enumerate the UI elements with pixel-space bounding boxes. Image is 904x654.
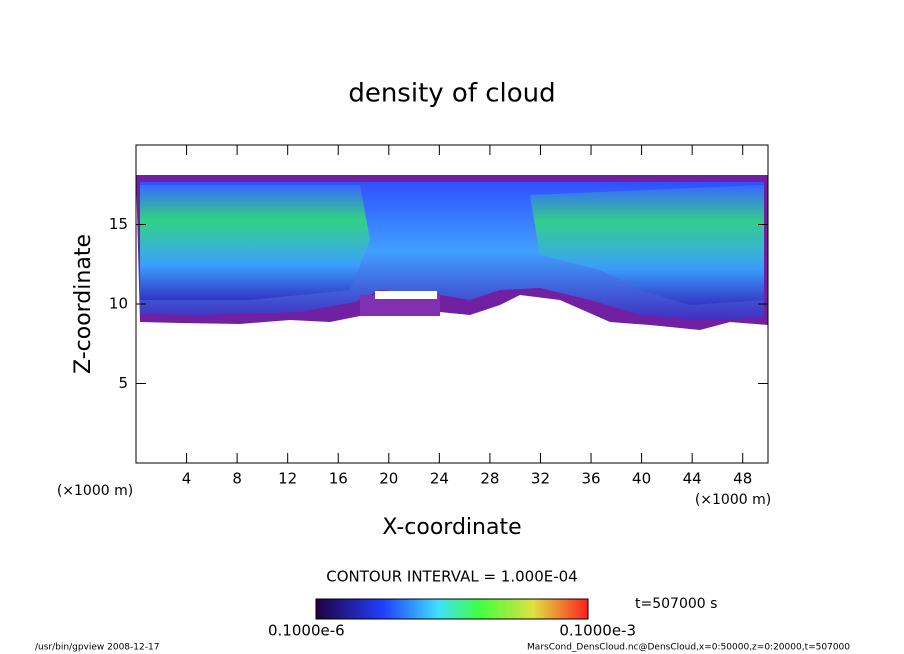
x-tick-label: 4 bbox=[182, 470, 192, 488]
y-unit: (×1000 m) bbox=[57, 483, 133, 499]
x-tick-label: 36 bbox=[581, 470, 600, 488]
x-tick-label: 16 bbox=[329, 470, 348, 488]
chart-title: density of cloud bbox=[348, 79, 555, 109]
x-tick-label: 28 bbox=[480, 470, 499, 488]
contour-interval: CONTOUR INTERVAL = 1.000E-04 bbox=[326, 568, 577, 586]
y-tick-label: 5 bbox=[118, 374, 128, 392]
x-tick-label: 32 bbox=[531, 470, 550, 488]
x-axis-label: X-coordinate bbox=[382, 515, 521, 540]
y-tick-label: 10 bbox=[109, 295, 128, 313]
x-tick-label: 44 bbox=[683, 470, 702, 488]
footer-left: /usr/bin/gpview 2008-12-17 bbox=[35, 643, 159, 653]
x-tick-label: 12 bbox=[278, 470, 297, 488]
x-tick-label: 20 bbox=[379, 470, 398, 488]
x-tick-label: 48 bbox=[733, 470, 752, 488]
colorbar-label: 0.1000e-6 bbox=[268, 622, 345, 640]
x-tick-label: 8 bbox=[232, 470, 242, 488]
x-tick-label: 24 bbox=[430, 470, 449, 488]
x-tick-label: 40 bbox=[632, 470, 651, 488]
x-unit: (×1000 m) bbox=[695, 492, 771, 508]
colorbar-label: 0.1000e-3 bbox=[559, 622, 636, 640]
y-tick-label: 15 bbox=[109, 215, 128, 233]
time-label: t=507000 s bbox=[635, 596, 717, 612]
cloud-field bbox=[136, 175, 768, 330]
footer-right: MarsCond_DensCloud.nc@DensCloud,x=0:5000… bbox=[527, 643, 850, 653]
y-axis-label: Z-coordinate bbox=[71, 234, 96, 374]
colorbar bbox=[315, 598, 589, 620]
